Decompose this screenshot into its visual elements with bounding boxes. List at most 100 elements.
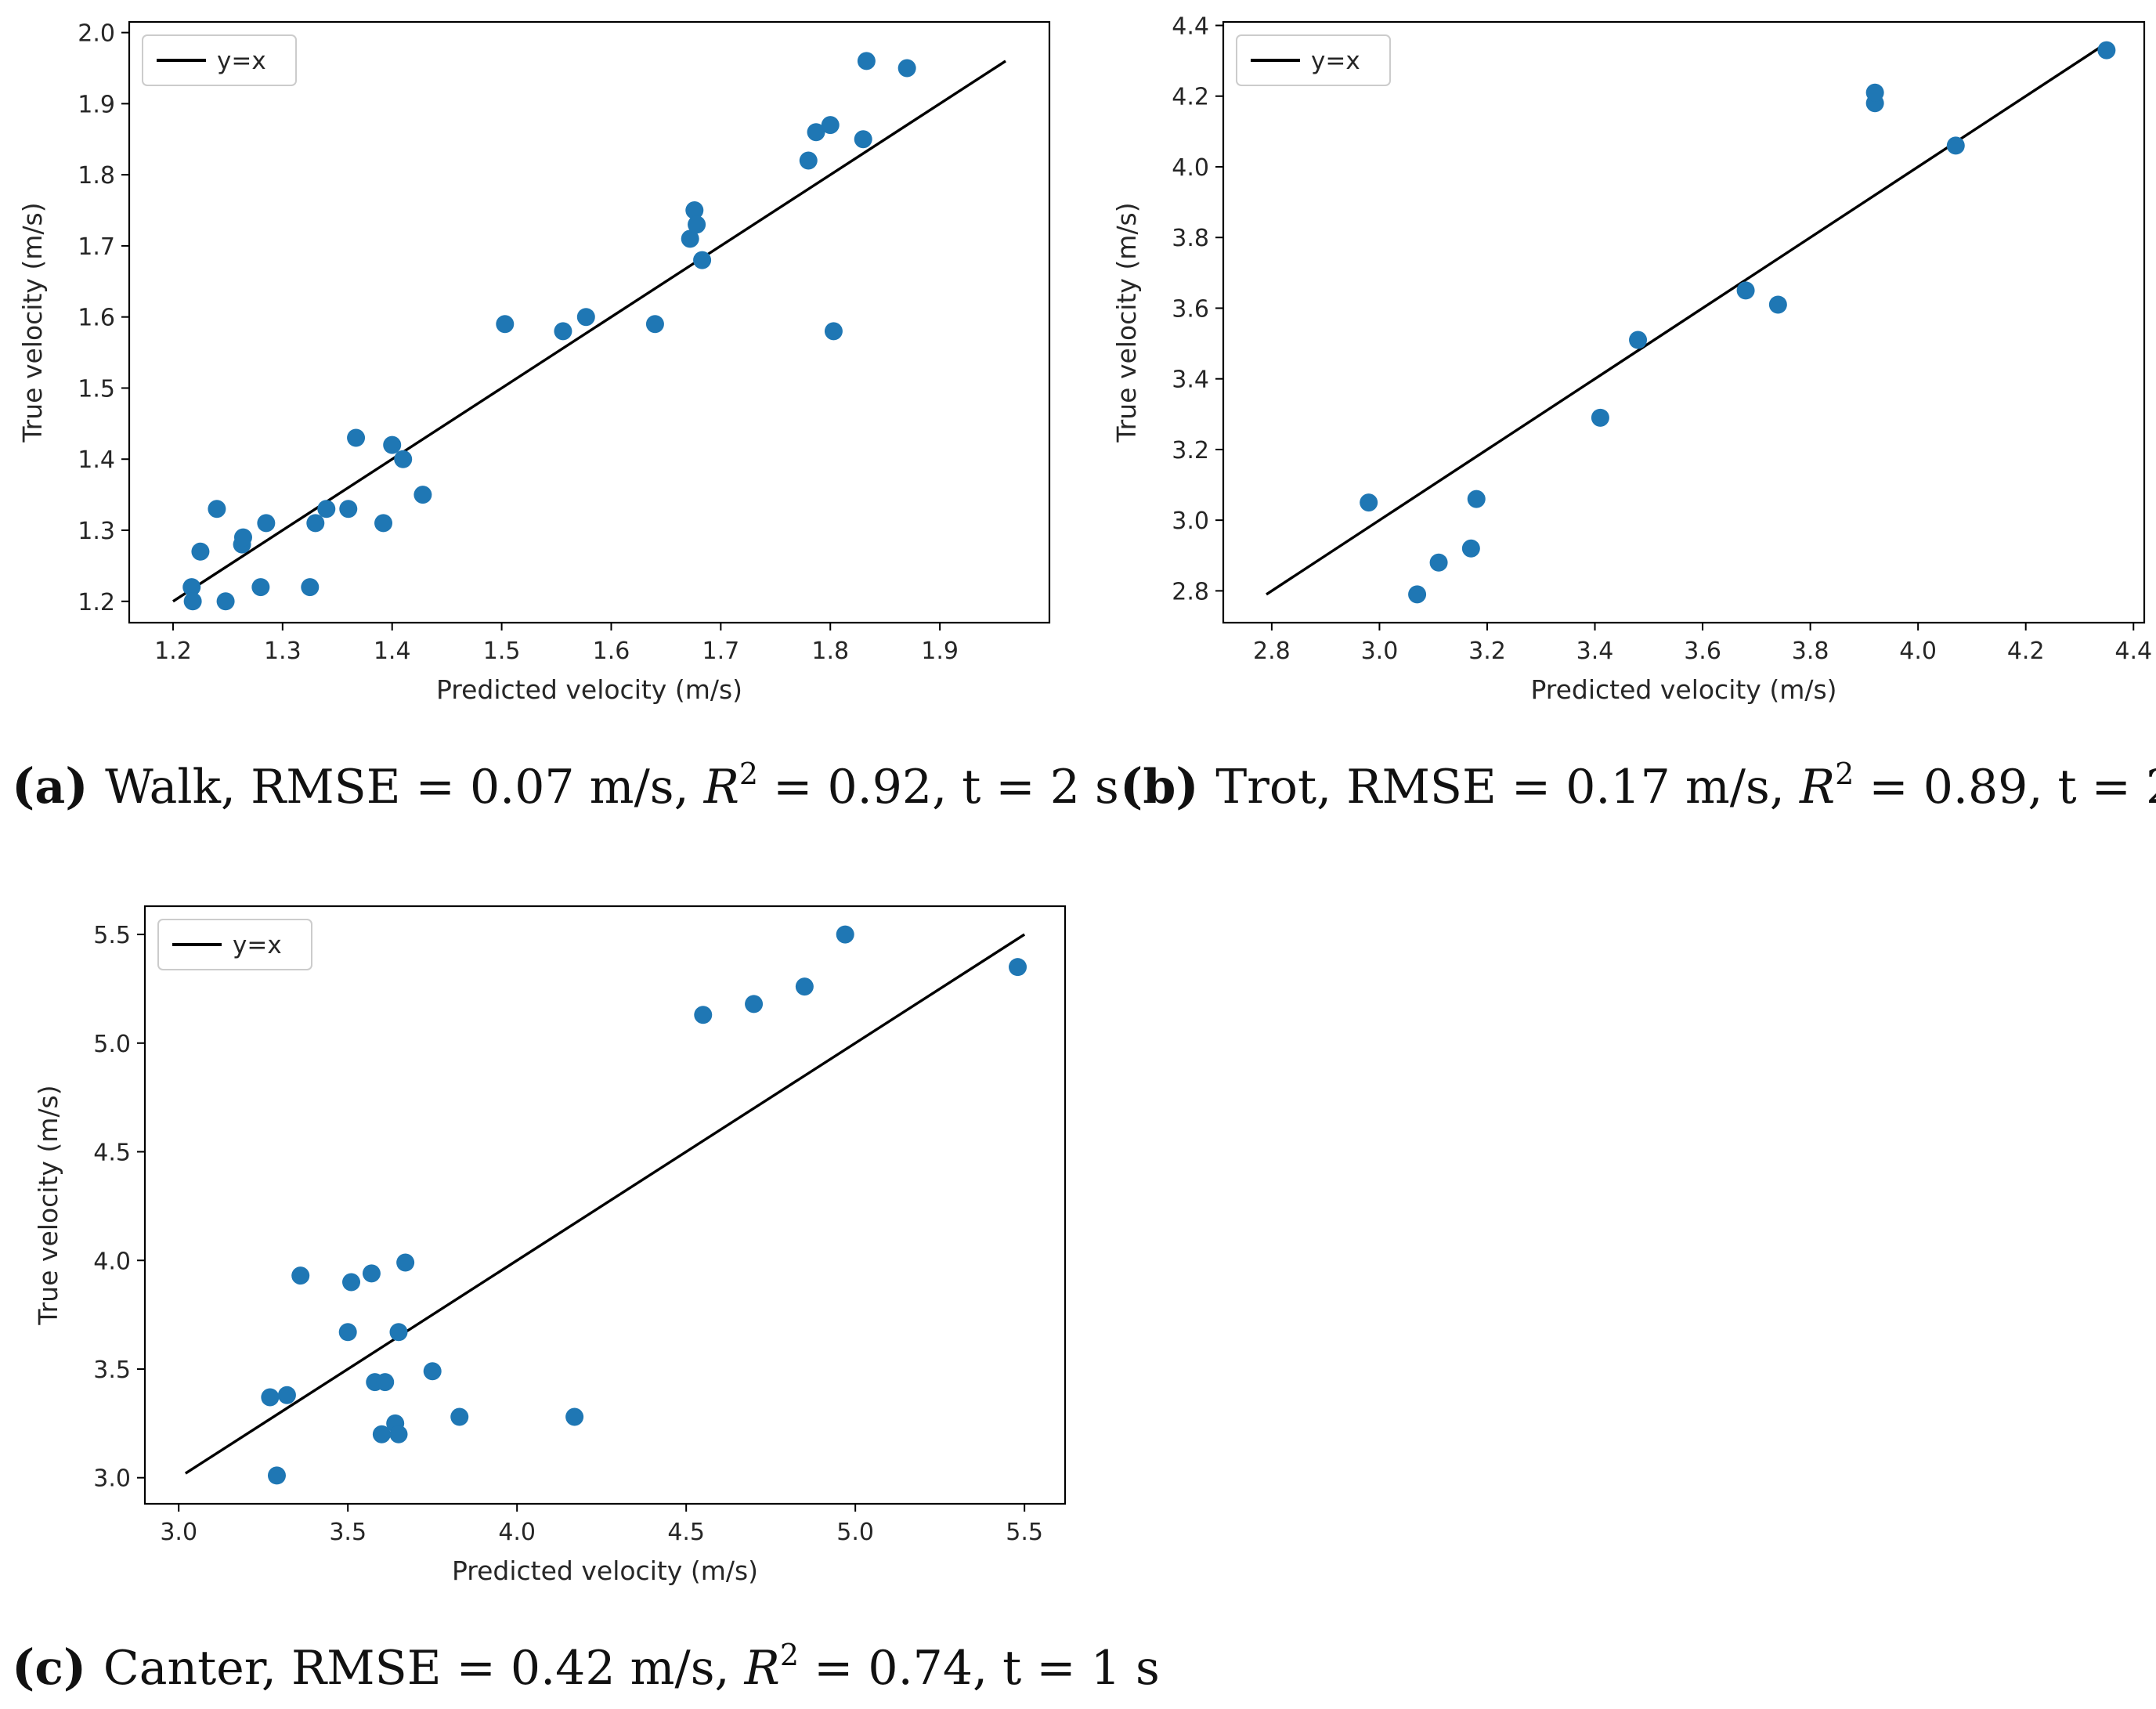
panel-b-data-point <box>1591 408 1609 427</box>
panel-b-y-tick-label: 3.2 <box>1172 437 1209 464</box>
panel-b-x-tick-label: 3.6 <box>1684 638 1721 665</box>
panel-c-x-tick-label: 4.5 <box>667 1519 705 1546</box>
panel-a-caption-r: R <box>703 760 739 815</box>
panel-b-y-tick-label: 2.8 <box>1172 578 1209 605</box>
panel-a-y-tick-label: 1.4 <box>78 446 115 474</box>
panel-a-y-tick-label: 2.0 <box>78 20 115 48</box>
panel-c-y-tick-label: 3.0 <box>93 1465 131 1493</box>
panel-a-data-point <box>216 592 235 611</box>
panel-b-data-point <box>1360 493 1378 512</box>
panel-a-data-point <box>414 486 432 504</box>
panel-a-data-point <box>897 59 916 78</box>
panel-c-x-axis-label: Predicted velocity (m/s) <box>452 1555 758 1586</box>
panel-c-y-tick-label: 3.5 <box>93 1357 131 1384</box>
panel-b-y-tick-label: 3.0 <box>1172 508 1209 535</box>
panel-c-data-point <box>694 1006 713 1024</box>
panel-c-data-point <box>372 1425 391 1443</box>
panel-a-data-point <box>191 542 210 561</box>
panel-c-data-point <box>376 1373 395 1392</box>
panel-c-data-point <box>291 1266 310 1285</box>
panel-a-data-point <box>496 315 515 334</box>
panel-c-plot-frame <box>143 905 1067 1505</box>
panel-b-data-point <box>1865 83 1884 102</box>
panel-a-legend-box <box>142 34 297 86</box>
panel-b-y-tick-label: 3.8 <box>1172 225 1209 252</box>
panel-b-x-tick-label: 2.8 <box>1253 638 1291 665</box>
panel-b-y-tick-label: 4.4 <box>1172 13 1209 41</box>
panel-c-legend-label: y=x <box>233 931 282 959</box>
panel-c-y-tick-label: 4.5 <box>93 1140 131 1167</box>
panel-a-x-tick-label: 1.6 <box>593 638 630 665</box>
panel-b-x-axis-label: Predicted velocity (m/s) <box>1530 674 1836 705</box>
panel-a-y-tick-label: 1.2 <box>78 589 115 616</box>
panel-c-canter: Predicted velocity (m/s) True velocity (… <box>12 905 1160 1696</box>
panel-b-data-point <box>1408 585 1427 604</box>
panel-a-data-point <box>233 528 252 547</box>
panel-b-y-axis-label: True velocity (m/s) <box>1111 202 1142 443</box>
panel-a-data-point <box>394 450 413 468</box>
panel-b-data-point <box>1629 331 1648 349</box>
panel-b-x-tick-label: 3.8 <box>1792 638 1829 665</box>
panel-a-data-point <box>554 322 572 341</box>
panel-b-x-tick-label: 3.4 <box>1576 638 1614 665</box>
panel-a-data-point <box>317 500 336 518</box>
panel-c-data-point <box>389 1323 408 1342</box>
panel-c-data-point <box>277 1386 296 1404</box>
panel-b-y-tick-label: 4.2 <box>1172 84 1209 111</box>
panel-b-x-tick-label: 3.0 <box>1361 638 1399 665</box>
panel-a-data-point <box>383 435 402 454</box>
panel-a-x-axis-label: Predicted velocity (m/s) <box>436 674 742 705</box>
panel-a-identity-line <box>172 60 1006 603</box>
panel-c-y-tick-label: 5.5 <box>93 922 131 949</box>
panel-a-caption-letter: a <box>34 760 65 815</box>
panel-b-caption-r: R <box>1799 760 1835 815</box>
panel-b-caption-rest: = 0.89, t = 2 s <box>1854 760 2156 815</box>
panel-a-legend: y=x <box>142 34 297 86</box>
panel-a-y-tick-label: 1.5 <box>78 375 115 403</box>
panel-b-data-point <box>1946 136 1965 155</box>
panel-b-plot-frame <box>1222 20 2146 624</box>
panel-a-caption-sup: 2 <box>739 757 758 791</box>
panel-a-data-point <box>576 308 595 327</box>
panel-b-data-point <box>1429 553 1448 572</box>
panel-c-x-tick-label: 3.0 <box>160 1519 197 1546</box>
panel-b-trot: Predicted velocity (m/s) True velocity (… <box>1111 13 2156 815</box>
panel-c-y-tick-label: 5.0 <box>93 1031 131 1058</box>
panel-a-x-tick-label: 1.2 <box>154 638 192 665</box>
panel-a-data-point <box>645 315 664 334</box>
panel-c-data-point <box>396 1253 415 1272</box>
panel-a-plot-frame <box>128 20 1051 624</box>
panel-b-caption-letter: b <box>1143 760 1176 815</box>
panel-b-caption: (b) Trot, RMSE = 0.17 m/s, R2 = 0.89, t … <box>1120 757 2156 815</box>
panel-c-identity-line <box>184 933 1026 1475</box>
panel-c-data-point <box>745 995 764 1013</box>
panel-a-data-point <box>257 514 276 533</box>
panel-a-legend-label: y=x <box>217 47 266 75</box>
panel-c-data-point <box>836 925 854 944</box>
panel-c-caption-letter: c <box>34 1641 63 1696</box>
panel-c-legend-box <box>157 919 312 970</box>
panel-a-data-point <box>347 428 366 447</box>
panel-a-data-point <box>857 52 876 70</box>
panel-c-data-point <box>338 1323 357 1342</box>
panel-a-data-point <box>208 500 226 518</box>
panel-a-data-point <box>688 215 706 234</box>
panel-c-x-tick-label: 5.5 <box>1006 1519 1043 1546</box>
panel-c-caption-r: R <box>744 1641 780 1696</box>
panel-b-legend-label: y=x <box>1311 47 1360 75</box>
panel-a-data-point <box>374 514 393 533</box>
panel-a-x-tick-label: 1.5 <box>483 638 521 665</box>
panel-a-caption: (a) Walk, RMSE = 0.07 m/s, R2 = 0.92, t … <box>12 757 1119 815</box>
panel-b-x-tick-label: 4.2 <box>2007 638 2045 665</box>
panel-c-x-tick-label: 5.0 <box>836 1519 874 1546</box>
panel-b-y-tick-label: 3.6 <box>1172 295 1209 323</box>
panel-a-caption-rest: = 0.92, t = 2 s <box>758 760 1119 815</box>
panel-b-data-point <box>1768 295 1787 314</box>
panel-a-data-point <box>306 514 325 533</box>
panel-b-caption-text: Trot, RMSE = 0.17 m/s, <box>1215 760 1800 815</box>
panel-c-legend: y=x <box>157 919 312 970</box>
panel-c-data-point <box>362 1264 381 1283</box>
panel-a-x-tick-label: 1.7 <box>702 638 739 665</box>
panel-c-data-point <box>267 1466 286 1485</box>
